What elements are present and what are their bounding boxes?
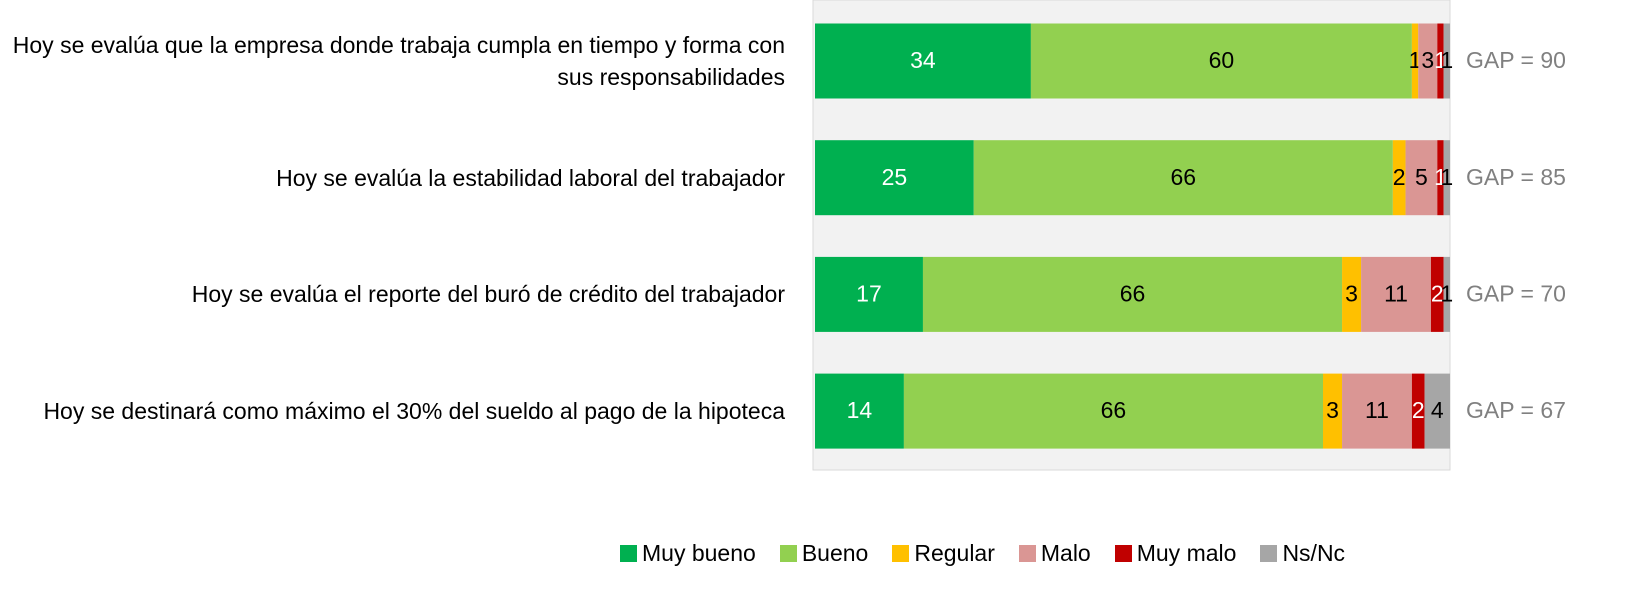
value-label: 11: [1365, 397, 1389, 423]
bar-segment: [1342, 256, 1362, 332]
annotation: GAP = 90: [1466, 47, 1566, 73]
legend-swatch: [620, 545, 637, 562]
category-label: Hoy se destinará como máximo el 30% del …: [43, 398, 785, 425]
annotation: GAP = 67: [1466, 397, 1566, 423]
annotation: GAP = 85: [1466, 164, 1566, 190]
bar-segment: [1437, 23, 1444, 99]
bar-segment: [1430, 256, 1444, 332]
legend-item: Regular: [892, 540, 995, 567]
bar-segment: [1323, 373, 1343, 449]
legend-item: Muy malo: [1114, 540, 1237, 567]
legend-label: Muy bueno: [642, 540, 756, 566]
bar-segment: [1437, 140, 1444, 216]
bar-segment: [815, 140, 974, 216]
legend-item: Bueno: [779, 540, 869, 567]
value-label: 1: [1440, 164, 1453, 190]
legend-item: Malo: [1018, 540, 1091, 567]
legend-label: Ns/Nc: [1282, 540, 1346, 566]
bar-segment: [973, 140, 1393, 216]
bar-segment: [1418, 23, 1438, 99]
value-label: 2: [1412, 397, 1425, 423]
legend-item: Muy bueno: [620, 540, 756, 567]
legend-label: Bueno: [801, 540, 869, 566]
legend-label: Muy malo: [1136, 540, 1237, 566]
legend-swatch: [1260, 545, 1278, 562]
bar-segment: [1443, 140, 1450, 216]
bar-segment: [1443, 23, 1450, 99]
bar-segment: [1424, 373, 1450, 449]
value-label: 66: [1101, 397, 1127, 423]
bar-segment: [1443, 256, 1450, 332]
legend-swatch: [892, 545, 910, 562]
value-label: 66: [1171, 164, 1197, 190]
bar-segment: [815, 256, 923, 332]
value-label: 25: [882, 164, 908, 190]
bar-segment: [1392, 140, 1406, 216]
value-label: 14: [847, 397, 873, 423]
category-label: Hoy se evalúa la estabilidad laboral del…: [276, 164, 785, 191]
value-label: 60: [1209, 47, 1235, 73]
value-label: 1: [1440, 280, 1453, 306]
bar-segment: [1411, 373, 1425, 449]
bar-segment: [1405, 140, 1438, 216]
value-label: 34: [910, 47, 936, 73]
value-label: 17: [856, 280, 882, 306]
category-label: Hoy se evalúa el reporte del buró de cré…: [191, 281, 785, 308]
legend-swatch: [779, 545, 797, 562]
value-label: 4: [1431, 397, 1444, 423]
annotation: GAP = 70: [1466, 280, 1566, 306]
value-label: 1: [1440, 47, 1453, 73]
bar-segment: [815, 23, 1031, 99]
value-label: 2: [1393, 164, 1406, 190]
legend-swatch: [1018, 545, 1036, 562]
value-label: 3: [1345, 280, 1358, 306]
value-label: 3: [1326, 397, 1339, 423]
bar-segment: [1411, 23, 1419, 99]
bar-segment: [903, 373, 1323, 449]
legend-item: Ns/Nc: [1260, 540, 1345, 567]
legend-swatch: [1114, 545, 1132, 562]
bar-segment: [815, 373, 904, 449]
bar-segment: [922, 256, 1343, 332]
value-label: 2: [1431, 280, 1444, 306]
legend-label: Malo: [1040, 540, 1091, 566]
category-label: Hoy se evalúa que la empresa donde traba…: [12, 32, 785, 90]
value-label: 3: [1421, 47, 1434, 73]
legend-label: Regular: [914, 540, 995, 566]
bar-segment: [1030, 23, 1412, 99]
bar-segment: [1361, 256, 1431, 332]
bar-segment: [1342, 373, 1412, 449]
legend: Muy bueno Bueno Regular Malo Muy malo Ns/Nc: [620, 540, 1345, 567]
value-label: 66: [1120, 280, 1146, 306]
value-label: 11: [1384, 280, 1408, 306]
value-label: 5: [1415, 164, 1428, 190]
